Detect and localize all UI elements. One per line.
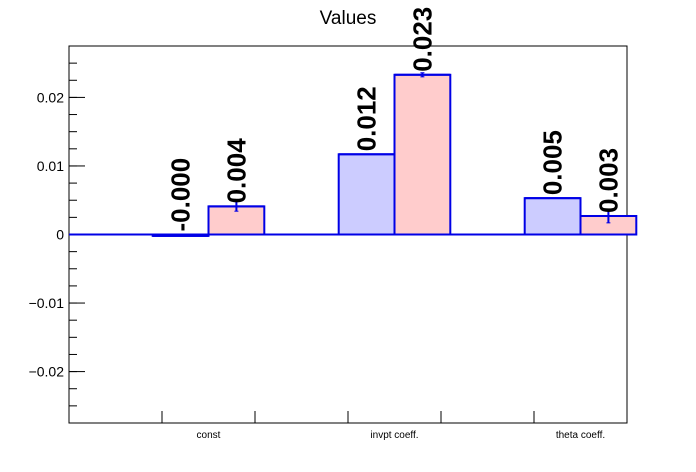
y-tick-label: −0.02 bbox=[29, 364, 65, 380]
data-label: 0.005 bbox=[538, 130, 568, 195]
y-tick-label: −0.01 bbox=[29, 295, 65, 311]
y-tick-label: 0.02 bbox=[37, 89, 64, 105]
bar bbox=[393, 73, 452, 236]
data-label: 0.004 bbox=[221, 138, 251, 204]
x-category-label: const bbox=[197, 430, 221, 441]
y-tick-label: 0 bbox=[56, 227, 64, 243]
x-category-label: invpt coeff. bbox=[370, 430, 418, 441]
data-label: -0.000 bbox=[166, 158, 196, 232]
data-label: 0.023 bbox=[407, 7, 437, 72]
x-category-label: theta coeff. bbox=[556, 430, 605, 441]
y-tick-label: 0.01 bbox=[37, 158, 64, 174]
data-label: 0.003 bbox=[593, 148, 623, 213]
plot-area: −0.02 −0.01 0 0.01 0.02 const invpt coeff. thet… bbox=[29, 7, 638, 441]
chart-title: Values bbox=[320, 8, 377, 29]
bar bbox=[523, 197, 582, 236]
data-label: 0.012 bbox=[352, 86, 382, 151]
bar bbox=[337, 153, 396, 236]
